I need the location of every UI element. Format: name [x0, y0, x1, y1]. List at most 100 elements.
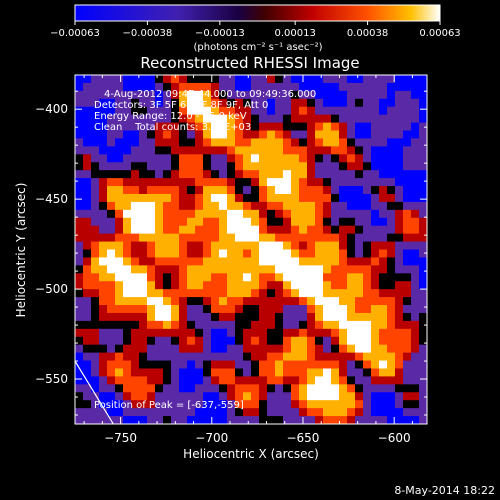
- heatmap-cell: [339, 106, 348, 116]
- heatmap-cell: [211, 193, 220, 203]
- heatmap-cell: [259, 352, 268, 362]
- heatmap-cell: [411, 384, 420, 393]
- heatmap-cell: [291, 154, 300, 163]
- heatmap-cell: [115, 281, 124, 290]
- heatmap-cell: [195, 146, 204, 155]
- heatmap-cell: [395, 130, 404, 139]
- heatmap-cell: [195, 98, 204, 108]
- heatmap-cell: [75, 75, 84, 84]
- heatmap-cell: [91, 233, 100, 243]
- heatmap-cell: [395, 233, 404, 243]
- heatmap-cell: [83, 162, 92, 171]
- heatmap-cell: [243, 384, 252, 393]
- heatmap-cell: [283, 400, 292, 409]
- y-tick-label: −400: [35, 102, 68, 116]
- heatmap-cell: [235, 98, 244, 108]
- heatmap-cell: [267, 162, 276, 171]
- heatmap-cell: [195, 82, 204, 92]
- heatmap-cell: [123, 249, 132, 258]
- heatmap-cell: [219, 209, 228, 219]
- heatmap-cell: [275, 273, 284, 282]
- heatmap-cell: [139, 400, 148, 409]
- colorbar: −0.00063 −0.00038 −0.00013 0.00013 0.00038 0.…: [50, 4, 461, 53]
- heatmap-cell: [155, 249, 164, 258]
- heatmap-cell: [419, 106, 427, 116]
- heatmap-cell: [75, 225, 84, 235]
- heatmap-cell: [251, 281, 260, 290]
- heatmap-cell: [251, 376, 260, 385]
- heatmap-cell: [403, 320, 412, 330]
- heatmap-cell: [315, 178, 324, 187]
- heatmap-cell: [195, 289, 204, 298]
- heatmap-cell: [379, 146, 388, 155]
- heatmap-cell: [147, 400, 156, 409]
- heatmap-cell: [219, 289, 228, 298]
- heatmap-cell: [123, 384, 132, 393]
- heatmap-cell: [115, 130, 124, 139]
- heatmap-cell: [179, 408, 188, 417]
- heatmap-cell: [99, 98, 108, 108]
- heatmap-cell: [219, 122, 228, 132]
- heatmap-cell: [187, 98, 196, 108]
- heatmap-cell: [251, 384, 260, 393]
- heatmap-cell: [259, 154, 268, 163]
- heatmap-cell: [155, 297, 164, 306]
- heatmap-cell: [275, 178, 284, 187]
- heatmap-cell: [291, 249, 300, 258]
- heatmap-cell: [307, 360, 316, 369]
- heatmap-cell: [411, 328, 420, 338]
- annotation-energy-range: Energy Range: 12.0 - 25.0 keV: [94, 111, 247, 122]
- heatmap-cell: [363, 154, 372, 163]
- heatmap-cell: [107, 352, 116, 362]
- heatmap-cell: [291, 392, 300, 401]
- heatmap-cell: [419, 217, 427, 227]
- heatmap-cell: [387, 75, 396, 84]
- heatmap-cell: [307, 82, 316, 92]
- heatmap-cell: [291, 130, 300, 139]
- heatmap-cell: [107, 400, 116, 409]
- heatmap-cell: [163, 376, 172, 385]
- heatmap-cell: [283, 257, 292, 266]
- heatmap-cell: [99, 305, 108, 314]
- heatmap-cell: [139, 154, 148, 163]
- heatmap-cell: [75, 82, 84, 92]
- heatmap-cell: [147, 336, 156, 346]
- heatmap-cell: [315, 392, 324, 401]
- heatmap-cell: [107, 217, 116, 227]
- heatmap-cell: [403, 289, 412, 298]
- heatmap-cell: [363, 328, 372, 338]
- heatmap-cell: [371, 146, 380, 155]
- heatmap-cell: [211, 249, 220, 258]
- heatmap-cell: [395, 138, 404, 147]
- heatmap-cell: [331, 193, 340, 203]
- heatmap-cell: [107, 186, 116, 195]
- heatmap-cell: [163, 186, 172, 195]
- heatmap-cell: [115, 320, 124, 330]
- heatmap-cell: [115, 352, 124, 362]
- heatmap-cell: [203, 305, 212, 314]
- heatmap-cell: [155, 289, 164, 298]
- heatmap-cell: [211, 281, 220, 290]
- heatmap-cell: [251, 289, 260, 298]
- heatmap-cell: [379, 289, 388, 298]
- heatmap-cell: [171, 249, 180, 258]
- heatmap-cell: [363, 344, 372, 354]
- heatmap-cell: [235, 392, 244, 401]
- heatmap-cell: [395, 312, 404, 322]
- heatmap-cell: [371, 265, 380, 274]
- heatmap-cell: [347, 233, 356, 243]
- heatmap-cell: [235, 82, 244, 92]
- heatmap-cell: [195, 106, 204, 116]
- heatmap-cell: [419, 114, 427, 124]
- heatmap-cell: [115, 209, 124, 219]
- heatmap-cell: [75, 162, 84, 171]
- heatmap-cell: [147, 90, 156, 100]
- heatmap-cell: [323, 114, 332, 124]
- heatmap-cell: [163, 384, 172, 393]
- heatmap-cell: [355, 384, 364, 393]
- heatmap-cell: [411, 130, 420, 139]
- heatmap-cell: [179, 297, 188, 306]
- heatmap-cell: [299, 352, 308, 362]
- heatmap-cell: [371, 392, 380, 401]
- heatmap-cell: [211, 75, 220, 84]
